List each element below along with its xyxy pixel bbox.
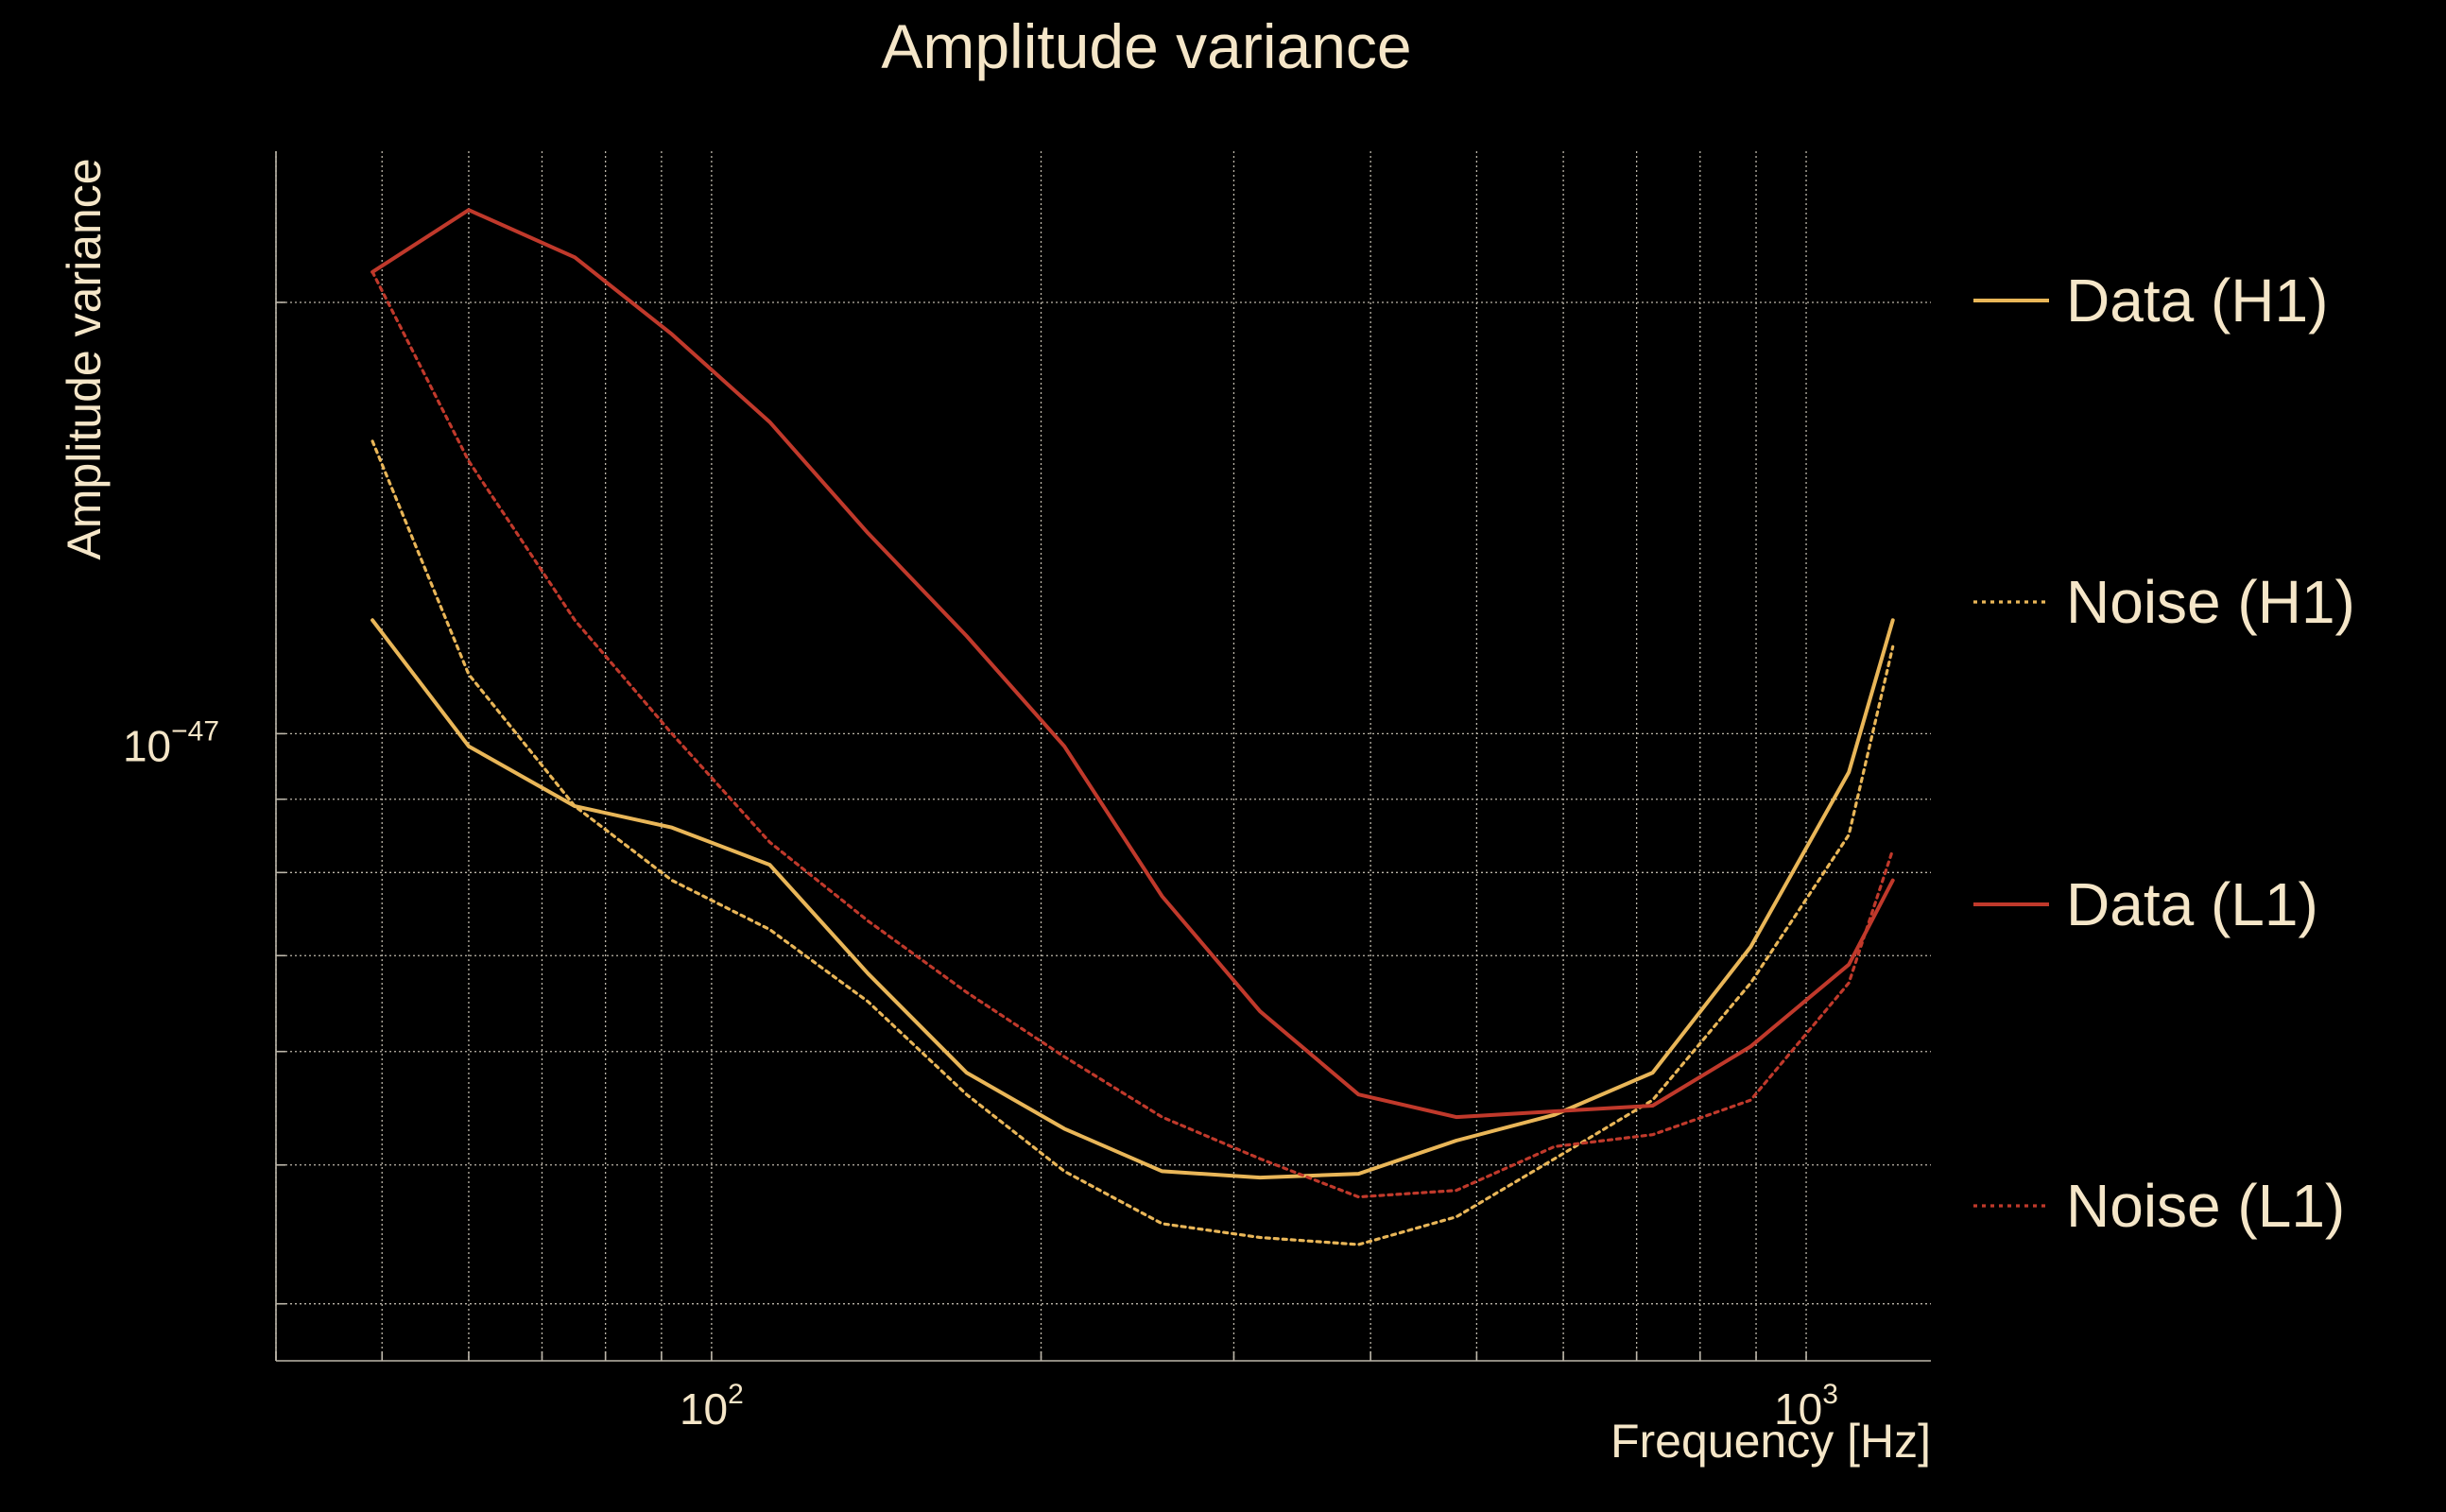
x-tick-label: 103 (1774, 1379, 1838, 1434)
y-tick-label: 10−47 (123, 715, 219, 770)
grid (275, 151, 1931, 1361)
legend: Data (H1) Noise (H1) Data (L1) Noise (L1) (1973, 266, 2355, 1240)
tick-labels: 102 103 10−47 (123, 715, 1838, 1434)
legend-label: Noise (H1) (2066, 568, 2355, 636)
legend-label: Noise (L1) (2066, 1172, 2345, 1240)
series-line-noise-l1 (370, 270, 1895, 1199)
axes (275, 151, 1931, 1362)
legend-label: Data (H1) (2066, 266, 2328, 335)
series-lines (370, 208, 1895, 1246)
series-line-data-h1 (370, 618, 1895, 1180)
x-axis-label: Frequency [Hz] (1611, 1415, 1931, 1468)
series-line-data-l1 (370, 208, 1895, 1120)
series-line-noise-h1 (370, 439, 1895, 1246)
legend-label: Data (L1) (2066, 870, 2318, 938)
x-tick-label: 102 (680, 1379, 744, 1434)
y-axis-label: Amplitude variance (58, 158, 111, 559)
chart-title: Amplitude variance (881, 11, 1411, 81)
